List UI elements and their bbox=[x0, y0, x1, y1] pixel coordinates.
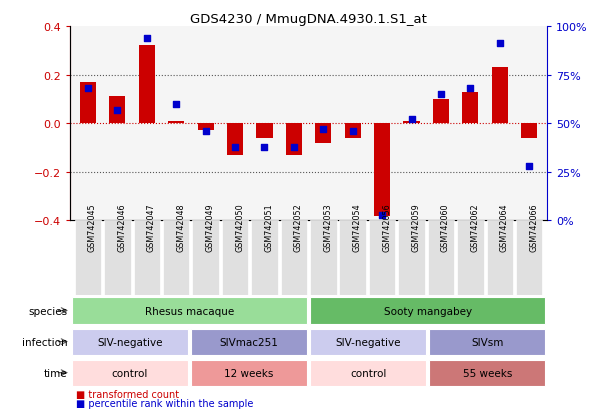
FancyBboxPatch shape bbox=[71, 360, 188, 386]
Text: GSM742060: GSM742060 bbox=[441, 203, 450, 251]
Text: GSM742056: GSM742056 bbox=[382, 203, 391, 251]
Point bbox=[112, 107, 122, 114]
Point bbox=[466, 85, 475, 92]
Point bbox=[289, 144, 299, 150]
FancyBboxPatch shape bbox=[251, 221, 277, 295]
Bar bbox=[345, 124, 360, 138]
FancyBboxPatch shape bbox=[163, 221, 189, 295]
Point bbox=[407, 117, 417, 123]
FancyBboxPatch shape bbox=[280, 221, 307, 295]
Text: control: control bbox=[112, 368, 148, 378]
Bar bbox=[521, 124, 537, 138]
Title: GDS4230 / MmugDNA.4930.1.S1_at: GDS4230 / MmugDNA.4930.1.S1_at bbox=[190, 13, 427, 26]
Text: SIVmac251: SIVmac251 bbox=[219, 337, 279, 347]
Text: GSM742066: GSM742066 bbox=[529, 203, 538, 251]
Text: 55 weeks: 55 weeks bbox=[463, 368, 512, 378]
FancyBboxPatch shape bbox=[369, 221, 395, 295]
Text: GSM742051: GSM742051 bbox=[265, 203, 274, 251]
FancyBboxPatch shape bbox=[191, 360, 307, 386]
FancyBboxPatch shape bbox=[429, 329, 546, 355]
Text: GSM742048: GSM742048 bbox=[176, 203, 185, 251]
Text: time: time bbox=[43, 368, 67, 378]
Bar bbox=[286, 124, 302, 155]
FancyBboxPatch shape bbox=[104, 221, 131, 295]
FancyBboxPatch shape bbox=[310, 360, 426, 386]
Point bbox=[83, 85, 93, 92]
Text: GSM742054: GSM742054 bbox=[353, 203, 362, 251]
Point bbox=[260, 144, 269, 150]
Point bbox=[171, 101, 181, 108]
Bar bbox=[315, 124, 331, 143]
FancyBboxPatch shape bbox=[134, 221, 160, 295]
Text: GSM742064: GSM742064 bbox=[500, 203, 509, 251]
Text: SIV-negative: SIV-negative bbox=[97, 337, 163, 347]
Point bbox=[436, 91, 446, 98]
Text: GSM742047: GSM742047 bbox=[147, 203, 156, 251]
Point bbox=[142, 35, 152, 42]
FancyBboxPatch shape bbox=[310, 329, 426, 355]
Text: Sooty mangabey: Sooty mangabey bbox=[384, 306, 472, 316]
Point bbox=[318, 126, 328, 133]
Point bbox=[524, 163, 534, 170]
FancyBboxPatch shape bbox=[71, 298, 307, 324]
FancyBboxPatch shape bbox=[310, 298, 546, 324]
Text: GSM742062: GSM742062 bbox=[470, 203, 480, 251]
Bar bbox=[227, 124, 243, 155]
FancyBboxPatch shape bbox=[71, 329, 188, 355]
Text: ■ transformed count: ■ transformed count bbox=[76, 389, 180, 399]
Text: infection: infection bbox=[21, 337, 67, 347]
FancyBboxPatch shape bbox=[191, 329, 307, 355]
Text: ■ percentile rank within the sample: ■ percentile rank within the sample bbox=[76, 398, 254, 408]
Bar bbox=[168, 121, 185, 124]
Text: 12 weeks: 12 weeks bbox=[224, 368, 274, 378]
Text: control: control bbox=[350, 368, 386, 378]
Bar bbox=[80, 83, 96, 124]
FancyBboxPatch shape bbox=[428, 221, 454, 295]
Bar bbox=[374, 124, 390, 216]
Text: GSM742052: GSM742052 bbox=[294, 203, 303, 251]
FancyBboxPatch shape bbox=[75, 221, 101, 295]
Text: GSM742059: GSM742059 bbox=[412, 203, 420, 251]
FancyBboxPatch shape bbox=[398, 221, 425, 295]
FancyBboxPatch shape bbox=[486, 221, 513, 295]
FancyBboxPatch shape bbox=[340, 221, 366, 295]
Point bbox=[348, 128, 357, 135]
Bar bbox=[492, 68, 508, 124]
Bar bbox=[403, 121, 420, 124]
Point bbox=[230, 144, 240, 150]
Bar bbox=[463, 93, 478, 124]
Bar bbox=[109, 97, 125, 124]
Text: SIV-negative: SIV-negative bbox=[335, 337, 401, 347]
FancyBboxPatch shape bbox=[222, 221, 248, 295]
Text: SIVsm: SIVsm bbox=[471, 337, 503, 347]
Text: species: species bbox=[28, 306, 67, 316]
Text: Rhesus macaque: Rhesus macaque bbox=[145, 306, 234, 316]
Text: GSM742053: GSM742053 bbox=[323, 203, 332, 251]
FancyBboxPatch shape bbox=[516, 221, 543, 295]
Bar bbox=[433, 100, 449, 124]
Text: GSM742046: GSM742046 bbox=[117, 203, 126, 251]
FancyBboxPatch shape bbox=[192, 221, 219, 295]
Bar bbox=[257, 124, 273, 138]
Bar bbox=[197, 124, 214, 131]
Text: GSM742049: GSM742049 bbox=[205, 203, 214, 251]
FancyBboxPatch shape bbox=[457, 221, 483, 295]
FancyBboxPatch shape bbox=[429, 360, 546, 386]
Point bbox=[495, 41, 505, 47]
Text: GSM742045: GSM742045 bbox=[88, 203, 97, 251]
Text: GSM742050: GSM742050 bbox=[235, 203, 244, 251]
Point bbox=[200, 128, 210, 135]
FancyBboxPatch shape bbox=[310, 221, 337, 295]
Bar bbox=[139, 46, 155, 124]
Point bbox=[377, 212, 387, 218]
